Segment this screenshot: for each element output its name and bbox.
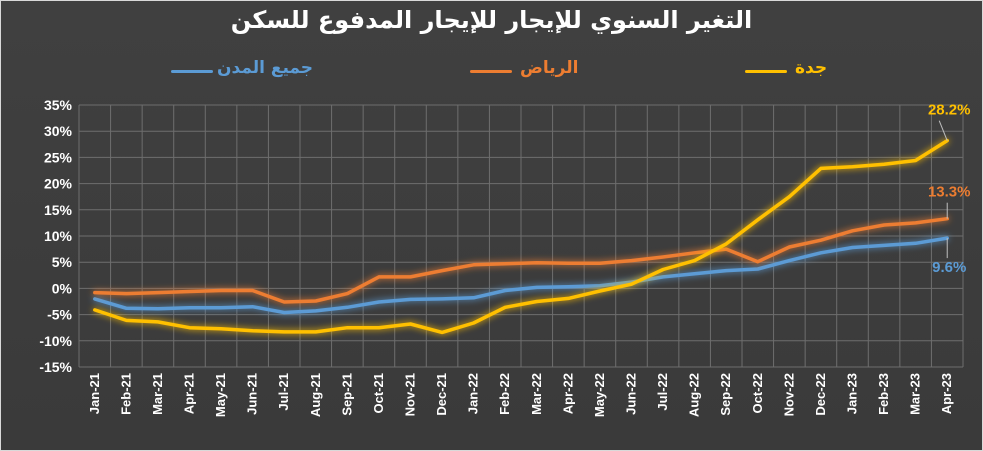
x-axis: Jan-21 Feb-21 Mar-21 Apr-21 May-21 Jun-21 Jul-… (87, 373, 954, 417)
series-line (93, 216, 949, 304)
x-tick-label: Apr-21 (182, 373, 197, 414)
y-tick-label: 30% (44, 123, 73, 139)
x-tick-label: Oct-21 (371, 373, 386, 413)
data-labels: 28.2% 13.3% 9.6% (928, 102, 971, 276)
x-tick-label: May-21 (213, 373, 228, 417)
legend: جميع المدن الرياض جدة (0, 56, 983, 86)
legend-item-jeddah: جدة (745, 56, 845, 84)
y-tick-label: 20% (44, 176, 73, 192)
x-tick-label: Feb-21 (118, 373, 133, 415)
x-tick-label: Oct-22 (750, 373, 765, 413)
x-tick-label: Jan-21 (87, 373, 102, 414)
x-tick-label: Apr-23 (939, 373, 954, 414)
x-tick-label: Mar-22 (529, 373, 544, 415)
legend-swatch-all-cities (171, 70, 213, 73)
x-tick-label: May-22 (592, 373, 607, 417)
series-line (93, 138, 949, 335)
x-tick-label: Apr-22 (560, 373, 575, 414)
y-tick-label: -10% (39, 333, 72, 349)
x-tick-label: Sep-22 (718, 373, 733, 416)
end-data-label: 28.2% (928, 102, 971, 119)
y-tick-label: 0% (52, 280, 73, 296)
legend-label-all-cities: جميع المدن (217, 58, 314, 78)
x-tick-label: Sep-21 (339, 373, 354, 416)
y-tick-label: 10% (44, 228, 73, 244)
x-tick-label: Jun-22 (624, 373, 639, 415)
legend-swatch-riyadh (470, 70, 512, 73)
x-tick-label: Feb-22 (497, 373, 512, 415)
y-tick-label: -15% (39, 359, 72, 375)
x-tick-label: Feb-23 (876, 373, 891, 415)
y-axis: 35% 30% 25% 20% 15% 10% 5% 0% -5% -10% -15% (39, 97, 72, 375)
series-lines (93, 138, 949, 335)
x-tick-label: Aug-21 (308, 373, 323, 417)
legend-label-jeddah: جدة (795, 58, 828, 78)
legend-item-all-cities: جميع المدن (171, 56, 321, 84)
x-tick-label: Dec-21 (434, 373, 449, 416)
y-tick-label: 15% (44, 202, 73, 218)
x-tick-label: Jun-21 (245, 373, 260, 415)
chart-title: التغير السنوي للإيجار للإيجار المدفوع لل… (230, 6, 753, 34)
end-data-label: 9.6% (932, 259, 966, 276)
y-tick-label: 5% (52, 254, 73, 270)
x-tick-label: Jul-22 (655, 373, 670, 411)
x-tick-label: Mar-21 (150, 373, 165, 415)
x-tick-label: Jan-23 (845, 373, 860, 414)
x-tick-label: Dec-22 (813, 373, 828, 416)
y-tick-label: 35% (44, 97, 73, 113)
x-tick-label: Mar-23 (908, 373, 923, 415)
legend-item-riyadh: الرياض (470, 56, 600, 84)
x-tick-label: Jan-22 (466, 373, 481, 414)
legend-swatch-jeddah (745, 70, 787, 73)
x-tick-label: Jul-21 (276, 373, 291, 411)
series-line (93, 236, 949, 315)
legend-label-riyadh: الرياض (520, 58, 579, 78)
x-tick-label: Nov-22 (781, 373, 796, 416)
end-data-label: 13.3% (928, 184, 971, 201)
label-leader-line (938, 120, 948, 141)
x-tick-label: Aug-22 (687, 373, 702, 417)
y-tick-label: -5% (47, 307, 72, 323)
x-tick-label: Nov-21 (403, 373, 418, 416)
y-tick-label: 25% (44, 149, 73, 165)
gridlines (78, 104, 964, 368)
